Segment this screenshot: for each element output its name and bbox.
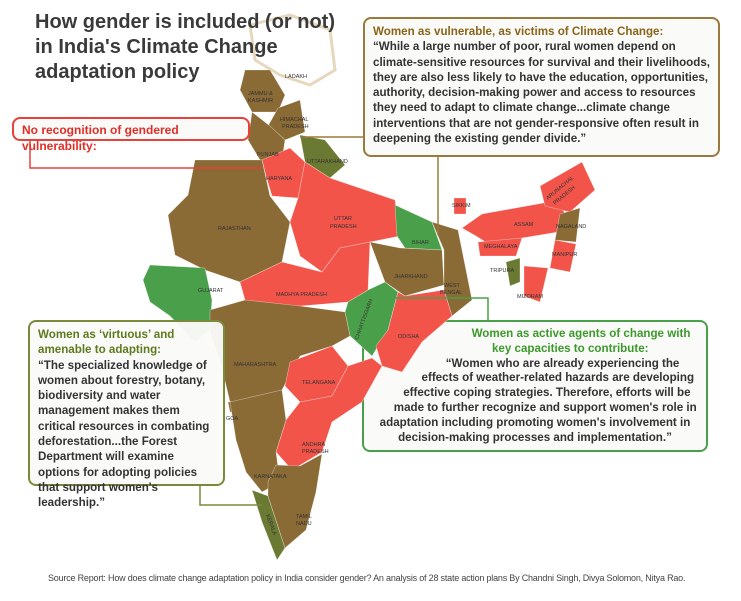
callout-heading: Women as active agents of change with ke… [471,327,691,355]
label-gujarat: GUJARAT [198,288,224,294]
connector-virtuous [199,486,262,506]
label-uttarakhand: UTTARAKHAND [307,159,348,165]
label-bihar: BIHAR [412,240,429,246]
label-ladakh: LADAKH [285,74,307,80]
label-mizoram: MIZORAM [517,294,543,300]
connector-agents [388,297,489,320]
label-hp: HIMACHAL [280,117,308,123]
label-odisha: ODISHA [398,334,419,340]
label-nagaland: NAGALAND [556,224,586,230]
callout-heading: No recognition of gendered vulnerability… [22,123,179,153]
title-line-2: in India's Climate Change [35,36,278,58]
state-kerala [251,489,286,561]
label-up-2: PRADESH [330,224,357,230]
label-tripura: TRIPURA [490,268,514,274]
label-sikkim: SIKKIM [452,203,471,209]
state-uttarakhand [299,134,346,179]
state-odisha [375,289,453,373]
callout-quote: “Women who are already experiencing the … [379,356,697,444]
label-maharashtra: MAHARASHTRA [234,362,277,368]
state-himachal-pradesh [267,99,306,141]
state-tamil-nadu [267,453,323,549]
label-assam: ASSAM [514,222,534,228]
title-line-3: adaptation policy [35,61,200,83]
callout-virtuous: Women as ‘virtuous’ and amenable to adap… [28,320,225,509]
callout-no-recognition: No recognition of gendered vulnerability… [12,117,250,153]
callout-quote: “While a large number of poor, rural wom… [373,40,710,146]
title-line-1: How gender is included (or not) [35,11,335,33]
label-karnataka: KARNATAKA [254,474,287,480]
label-tn: TAMIL [296,514,312,520]
label-telangana: TELANGANA [302,380,336,386]
label-jharkhand: JHARKHAND [394,274,428,280]
label-jk: JAMMU & [248,91,273,97]
label-wb: WEST [444,283,461,289]
callout-heading: Women as vulnerable, as victims of Clima… [373,25,664,38]
label-ap-2: PRADESH [302,449,329,455]
label-up: UTTAR [334,216,352,222]
label-wb-2: BENGAL [440,290,462,296]
state-west-bengal [431,221,473,317]
label-meghalaya: MEGHALAYA [484,244,518,250]
label-rajasthan: RAJASTHAN [218,226,251,232]
state-mizoram [523,265,549,303]
state-manipur [549,239,577,273]
label-punjab: PUNJAB [257,152,279,158]
label-tn-2: NADU [296,521,312,527]
label-haryana: HARYANA [266,176,292,182]
callout-quote: “The specialized knowledge of women abou… [38,358,210,510]
page-title: How gender is included (or not) in India… [35,10,335,85]
label-jk-2: KASHMIR [248,98,273,104]
label-goa: GOA [226,416,239,422]
state-assam [461,199,571,247]
label-manipur: MANIPUR [552,252,577,258]
label-ap: ANDHRA [302,442,326,448]
label-mp: MADHYA PRADESH [276,292,327,298]
state-ladakh [248,13,337,87]
source-citation: Source Report: How does climate change a… [48,573,686,583]
callout-heading: Women as ‘virtuous’ and amenable to adap… [38,328,175,357]
state-arunachal-pradesh [539,161,596,213]
label-hp-2: PRADESH [282,124,309,130]
state-meghalaya [477,237,523,257]
state-sikkim [453,197,467,215]
state-tripura [505,257,521,287]
callout-vulnerable: Women as vulnerable, as victims of Clima… [363,17,720,157]
connector-no-recognition [29,141,262,169]
state-nagaland [554,207,581,243]
